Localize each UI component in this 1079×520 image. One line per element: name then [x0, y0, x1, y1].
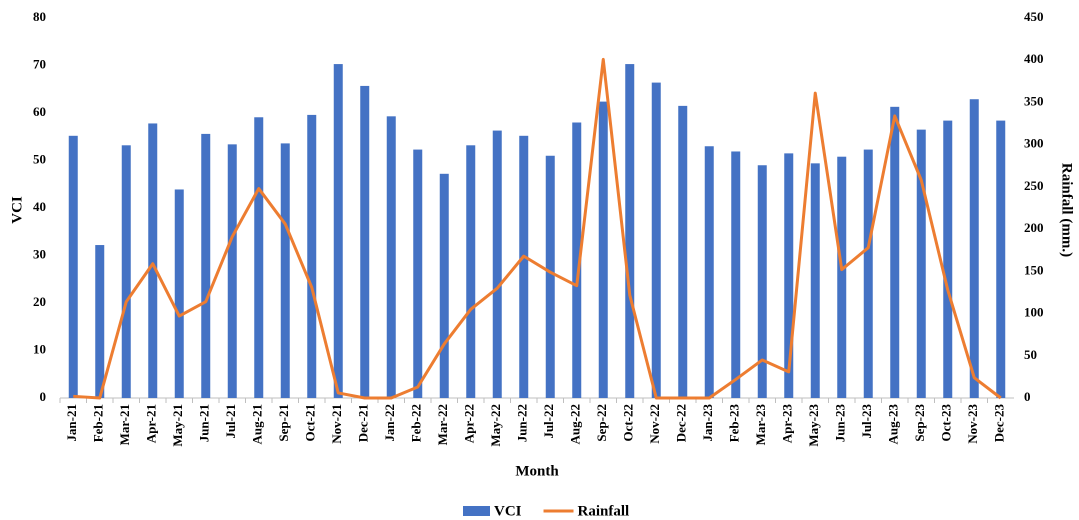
bar: [121, 145, 131, 398]
bar: [625, 64, 635, 398]
x-tick-label: Jan-23: [700, 404, 715, 442]
x-tick-label: Jan-21: [64, 404, 79, 442]
y-tick-label: 60: [33, 104, 46, 119]
x-tick-label: Jul-21: [223, 404, 238, 439]
y2-tick-label: 150: [1024, 262, 1044, 277]
x-tick-label: May-22: [488, 404, 503, 447]
x-tick-label: Aug-22: [568, 404, 583, 444]
x-tick-label: Jun-23: [833, 404, 848, 443]
x-tick-label: Feb-23: [727, 404, 742, 443]
bar: [757, 165, 767, 398]
x-tick-label: May-23: [806, 404, 821, 447]
x-tick-label: Oct-23: [939, 404, 954, 442]
bar: [890, 106, 900, 398]
bar: [254, 117, 264, 399]
x-tick-label: Jul-22: [541, 404, 556, 439]
bar: [333, 64, 343, 398]
y2-tick-label: 0: [1024, 389, 1031, 404]
legend-label: VCI: [494, 503, 522, 519]
x-tick-label: Mar-22: [435, 404, 450, 445]
y2-axis-label: Rainfall (mm.): [1059, 163, 1075, 257]
legend-swatch: [463, 506, 490, 516]
x-tick-label: Apr-23: [780, 404, 795, 444]
y-tick-label: 70: [33, 56, 46, 71]
bar: [439, 173, 449, 398]
x-tick-label: Dec-23: [992, 404, 1007, 443]
bar: [148, 123, 158, 398]
bar: [943, 120, 953, 398]
x-tick-label: Dec-21: [356, 404, 371, 442]
x-tick-label: Nov-22: [647, 404, 662, 444]
bar: [916, 129, 926, 398]
bar: [598, 101, 608, 398]
y2-tick-label: 350: [1024, 93, 1044, 108]
x-tick-label: Dec-22: [674, 404, 689, 442]
legend-label: Rainfall: [578, 503, 630, 519]
x-tick-label: Nov-23: [965, 404, 980, 444]
bar: [784, 153, 794, 398]
x-tick-label: Nov-21: [329, 404, 344, 444]
x-axis-label: Month: [515, 463, 559, 479]
x-tick-label: Jul-23: [859, 404, 874, 439]
x-tick-label: Feb-21: [91, 404, 106, 442]
bar: [996, 120, 1006, 398]
bar: [466, 145, 476, 398]
bar: [227, 144, 237, 398]
x-tick-label: Jun-21: [197, 404, 212, 442]
bar: [519, 135, 529, 399]
y2-tick-label: 400: [1024, 51, 1044, 66]
bar: [307, 114, 317, 399]
x-tick-label: Jan-22: [382, 404, 397, 442]
x-tick-label: Sep-23: [912, 404, 927, 442]
y2-tick-label: 300: [1024, 136, 1044, 151]
bar: [386, 116, 396, 398]
y-tick-label: 50: [33, 151, 46, 166]
x-tick-label: Oct-22: [621, 404, 636, 442]
line: [73, 57, 1002, 400]
bar: [68, 135, 78, 399]
bar: [731, 151, 741, 398]
bar: [280, 143, 290, 398]
x-tick-label: Sep-22: [594, 404, 609, 442]
bar: [492, 130, 502, 398]
bar: [413, 149, 423, 398]
y-tick-label: 80: [33, 9, 46, 24]
x-tick-label: Oct-21: [303, 404, 318, 442]
y-axis-label: VCI: [9, 196, 25, 224]
bar: [545, 155, 555, 398]
x-tick-label: Aug-23: [886, 404, 901, 445]
bar: [360, 85, 370, 399]
x-tick-label: Apr-21: [144, 404, 159, 443]
y2-tick-label: 100: [1024, 305, 1044, 320]
y-tick-label: 10: [33, 341, 46, 356]
x-tick-label: Apr-22: [462, 404, 477, 443]
x-tick-label: Mar-23: [753, 404, 768, 446]
bar: [969, 99, 979, 398]
bar: [810, 163, 820, 398]
x-tick-label: May-21: [170, 404, 185, 447]
bar: [704, 146, 714, 398]
bar: [651, 82, 661, 398]
y2-tick-label: 200: [1024, 220, 1044, 235]
y2-tick-label: 250: [1024, 178, 1044, 193]
bar: [201, 133, 211, 398]
bar: [863, 149, 873, 398]
y2-tick-label: 50: [1024, 347, 1037, 362]
bar: [174, 189, 184, 398]
bar: [95, 245, 105, 398]
bar: [572, 122, 582, 398]
y-tick-label: 0: [40, 389, 47, 404]
x-tick-label: Mar-21: [117, 404, 132, 445]
bar: [678, 105, 688, 398]
y-tick-label: 20: [33, 294, 46, 309]
y2-tick-label: 450: [1024, 9, 1044, 24]
bar: [837, 156, 847, 398]
x-tick-label: Sep-21: [276, 404, 291, 442]
y-tick-label: 30: [33, 246, 46, 261]
x-tick-label: Aug-21: [250, 404, 265, 444]
x-tick-label: Feb-22: [409, 404, 424, 442]
y-tick-label: 40: [33, 199, 46, 214]
x-tick-label: Jun-22: [515, 404, 530, 442]
